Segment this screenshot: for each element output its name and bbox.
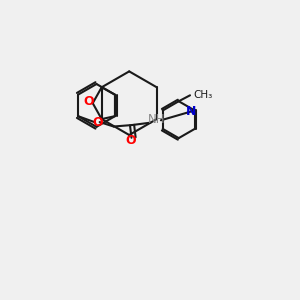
Text: O: O xyxy=(92,116,103,129)
Text: N: N xyxy=(186,105,196,118)
Text: CH₃: CH₃ xyxy=(194,90,213,100)
Text: NH: NH xyxy=(148,113,166,126)
Text: O: O xyxy=(83,95,94,108)
Text: O: O xyxy=(126,134,136,147)
